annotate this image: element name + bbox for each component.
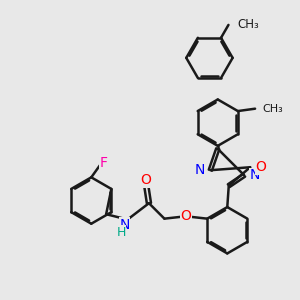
Text: CH₃: CH₃ bbox=[262, 104, 283, 114]
Text: N: N bbox=[195, 163, 205, 177]
Text: O: O bbox=[256, 160, 266, 174]
Text: H: H bbox=[116, 226, 126, 238]
Text: F: F bbox=[100, 156, 108, 170]
Text: CH₃: CH₃ bbox=[237, 18, 259, 31]
Text: O: O bbox=[180, 209, 191, 223]
Text: O: O bbox=[140, 173, 152, 187]
Text: N: N bbox=[119, 218, 130, 232]
Text: N: N bbox=[250, 168, 260, 182]
